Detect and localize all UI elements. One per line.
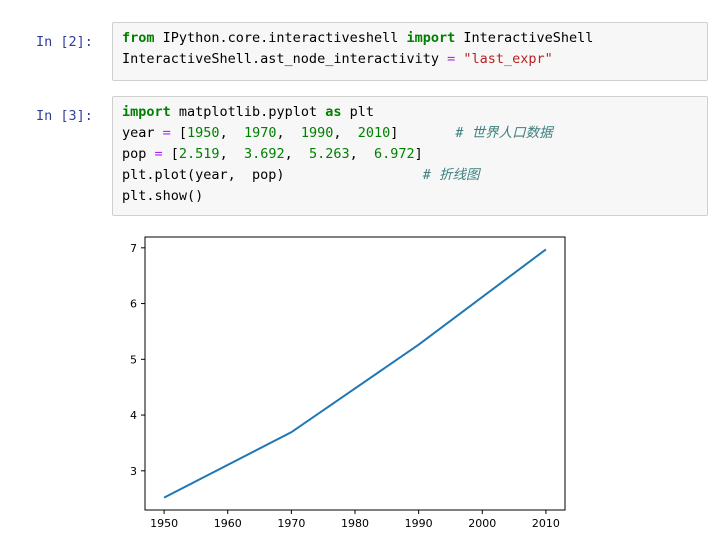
cell-prompt: In [2]: (36, 34, 93, 50)
code-token-plain: , (284, 146, 309, 162)
y-tick-label: 5 (130, 353, 137, 366)
x-tick-label: 2000 (468, 517, 496, 530)
code-token-plain: [ (170, 125, 188, 141)
code-token-plain: IPython.core.interactiveshell (154, 30, 407, 46)
y-tick-label: 4 (130, 409, 137, 422)
code-token-plain: , (349, 146, 375, 162)
code-line: import matplotlib.pyplot as plt (122, 102, 698, 123)
code-token-num: 1950 (187, 125, 220, 141)
code-token-plain: InteractiveShell.ast_node_interactivity (122, 51, 448, 67)
x-tick-label: 1980 (341, 517, 369, 530)
output-line-chart: 1950 1960 1970 1980 1990 2000 2010 3 4 5 6 7 (130, 236, 566, 530)
code-token-num: 5.263 (308, 146, 350, 162)
code-token-kw: as (325, 104, 342, 120)
code-token-plain: [ (162, 146, 179, 162)
code-token-plain: plt.show() (122, 188, 204, 204)
code-token-plain: , (276, 125, 301, 141)
code-token-num: 6.972 (374, 146, 415, 162)
code-token-plain: year (122, 125, 163, 141)
code-token-plain: plt.plot(year, pop) (122, 167, 423, 183)
code-line: year = [1950, 1970, 1990, 2010] # 世界人口数据 (122, 123, 698, 144)
y-tick-label: 3 (130, 465, 137, 478)
code-token-plain: ] (390, 125, 456, 141)
code-token-cmt: # 世界人口数据 (455, 125, 553, 141)
code-token-op: = (154, 146, 163, 162)
code-line: pop = [2.519, 3.692, 5.263, 6.972] (122, 144, 698, 165)
code-line: from IPython.core.interactiveshell impor… (122, 28, 698, 49)
code-token-str: "last_expr" (463, 51, 553, 67)
code-token-kw: import (406, 30, 456, 46)
code-line: plt.plot(year, pop) # 折线图 (122, 165, 698, 186)
code-token-num: 2010 (357, 125, 391, 141)
code-token-num: 1970 (243, 125, 277, 141)
x-tick-label: 1960 (214, 517, 242, 530)
code-line: InteractiveShell.ast_node_interactivity … (122, 49, 698, 70)
code-token-plain: plt (341, 104, 374, 120)
code-token-plain: , (219, 146, 244, 162)
code-token-op: = (447, 51, 456, 67)
code-token-plain: , (333, 125, 358, 141)
y-tick-label: 7 (130, 242, 137, 255)
axes-frame (144, 236, 566, 511)
cell-prompt: In [3]: (36, 108, 93, 124)
code-token-plain: InteractiveShell (455, 30, 594, 46)
code-token-plain: , (219, 125, 244, 141)
x-tick-label: 1990 (405, 517, 433, 530)
code-editor[interactable]: from IPython.core.interactiveshell impor… (112, 22, 708, 81)
code-token-num: 3.692 (243, 146, 285, 162)
code-token-num: 1990 (300, 125, 334, 141)
code-token-op: = (162, 125, 171, 141)
y-tick-label: 6 (130, 298, 137, 311)
x-tick-label: 2010 (532, 517, 560, 530)
code-token-plain: ] (414, 146, 423, 162)
code-token-kw: import (122, 104, 171, 120)
code-line: plt.show() (122, 186, 698, 207)
code-token-num: 2.519 (178, 146, 220, 162)
code-token-kw: from (122, 30, 155, 46)
code-editor[interactable]: import matplotlib.pyplot as plt year = [1… (112, 96, 708, 216)
code-token-cmt: # 折线图 (422, 167, 480, 183)
code-token-plain: matplotlib.pyplot (170, 104, 326, 120)
x-tick-label: 1950 (150, 517, 178, 530)
series-line (163, 248, 547, 499)
code-token-plain: pop (122, 146, 155, 162)
x-tick-label: 1970 (277, 517, 305, 530)
